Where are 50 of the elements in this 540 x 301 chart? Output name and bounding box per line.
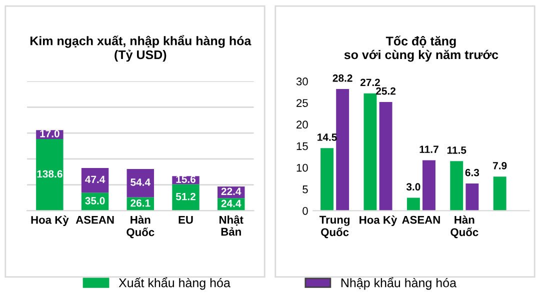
bar [379, 102, 392, 211]
bar [36, 138, 64, 211]
y-tick-label: 20 [296, 120, 308, 129]
x-tick-label: Trung Quốc [319, 216, 350, 238]
data-label: 17.0 [40, 130, 60, 138]
bar [450, 161, 464, 211]
x-tick-label: Hàn Quốc [126, 215, 154, 238]
data-label: 25.2 [376, 87, 396, 95]
x-tick-label: ASEAN [76, 216, 114, 224]
data-label: 6.3 [465, 168, 480, 176]
bar [406, 198, 420, 211]
data-label: 54.4 [130, 178, 150, 186]
x-tick-label: Hàn Quốc [450, 215, 478, 238]
data-label: 27.2 [360, 78, 380, 86]
bar [172, 184, 200, 211]
y-tick-label: 30 [296, 78, 308, 86]
x-tick-label: Hoa Kỳ [360, 216, 398, 226]
chart-title: Tốc độ tăng so với cùng kỳ năm trước [344, 36, 498, 62]
legend-label: Xuất khẩu hàng hóa [118, 277, 230, 290]
data-label: 11.5 [447, 146, 466, 154]
bar [81, 168, 109, 193]
chart-title: Kim ngạch xuất, nhập khẩu hàng hóa (Tỷ USD) [30, 35, 252, 62]
data-label: 35.0 [85, 197, 105, 204]
data-label: 3.0 [406, 183, 420, 191]
y-tick-label: 25 [296, 99, 308, 107]
data-label: 11.7 [420, 146, 438, 153]
x-tick-label: Hoa Kỳ [31, 216, 69, 226]
data-label: 28.2 [332, 74, 352, 82]
data-label: 47.4 [85, 176, 106, 184]
data-label: 138.6 [37, 170, 62, 178]
y-tick-label: 0 [302, 206, 308, 215]
bar [126, 169, 154, 198]
data-label: 26.1 [130, 199, 150, 207]
data-label: 7.9 [493, 162, 507, 170]
x-tick-label: EU [178, 216, 193, 224]
bar [320, 148, 334, 211]
data-label: 22.4 [221, 188, 242, 195]
x-tick-label: ASEAN [402, 216, 440, 224]
bar [466, 184, 479, 211]
data-label: 51.2 [176, 192, 196, 200]
bar [422, 160, 436, 211]
y-tick-label: 10 [296, 164, 308, 172]
bar [493, 176, 506, 211]
bar [336, 89, 350, 211]
y-tick-label: 5 [302, 186, 308, 194]
bar [364, 93, 377, 211]
data-label: 24.4 [221, 200, 242, 208]
legend-label: Nhập khẩu hàng hóa [341, 277, 456, 290]
y-tick-label: 15 [296, 142, 308, 150]
x-tick-label: Nhật Bản [220, 215, 244, 236]
